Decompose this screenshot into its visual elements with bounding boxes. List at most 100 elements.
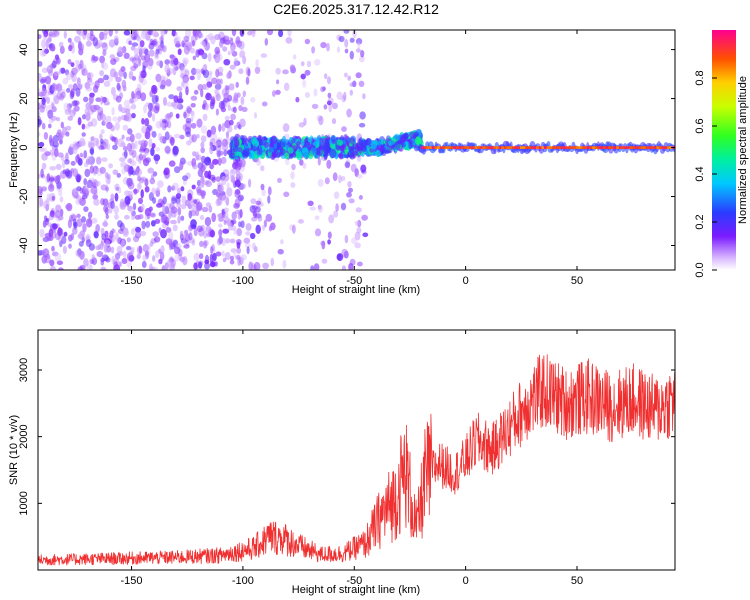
spectrogram-cell xyxy=(146,124,152,131)
spectrogram-cell xyxy=(142,244,149,253)
spectrogram-cell xyxy=(86,112,90,122)
spectrogram-cell xyxy=(158,248,162,254)
spectrogram-cell xyxy=(62,245,67,254)
spectrogram-cell xyxy=(162,196,167,205)
spectrogram-cell xyxy=(78,63,83,70)
spectrogram-cell xyxy=(100,42,108,48)
spectrogram-cell xyxy=(230,45,235,55)
spectrogram-cell xyxy=(141,260,147,269)
spectrogram-cell xyxy=(183,233,188,241)
spectrogram-cell xyxy=(58,190,63,197)
spectrogram-cell xyxy=(39,147,45,152)
spectrogram-cell xyxy=(209,162,214,170)
spectrogram-cell xyxy=(234,179,241,188)
spectrogram-cell xyxy=(155,250,160,259)
spectrogram-cell xyxy=(180,66,187,76)
spectrogram-cell xyxy=(227,225,233,231)
spectrogram-cell xyxy=(343,153,350,159)
spectrogram-cell xyxy=(190,219,197,228)
spectrogram-cell xyxy=(304,69,311,76)
spectrogram-cell xyxy=(252,210,257,219)
spectrogram-cell xyxy=(223,220,227,225)
spectrogram-cell xyxy=(70,160,76,166)
spectrogram-cell xyxy=(186,105,192,113)
spectrogram-cell xyxy=(105,214,110,220)
spectrogram-cell xyxy=(120,142,126,147)
spectrogram-cell xyxy=(106,143,111,151)
spectrogram-cell xyxy=(128,40,132,46)
spectrogram-cell xyxy=(202,240,208,249)
spectrogram-cell xyxy=(117,138,124,148)
spectrogram-cell xyxy=(228,152,235,159)
spectrogram-cell xyxy=(586,146,590,149)
spectrogram-cell xyxy=(192,164,198,170)
spectrogram-cell xyxy=(140,189,144,199)
spectrogram-cell xyxy=(130,65,137,72)
spectrogram-cell xyxy=(89,188,95,194)
spectrogram-cell xyxy=(97,77,105,84)
spectrogram-cell xyxy=(278,30,284,38)
spectrogram-cell xyxy=(357,261,363,267)
spectrogram-cell xyxy=(84,168,91,178)
spectrogram-cell xyxy=(221,123,226,132)
spectrogram-cell xyxy=(260,183,265,191)
spectrogram-cell xyxy=(131,91,135,99)
spectrogram-cell xyxy=(225,196,230,206)
spectrogram-cell xyxy=(159,135,166,144)
spectrogram-cell xyxy=(49,134,53,143)
spectrogram-cell xyxy=(130,103,137,110)
spectrogram-x-axis-label: Height of straight line (km) xyxy=(292,284,420,296)
spectrogram-cell xyxy=(121,134,125,140)
spectrogram-cell xyxy=(355,207,362,213)
spectrogram-cell xyxy=(179,161,184,170)
spectrogram-cell xyxy=(57,129,62,135)
spectrogram-cell xyxy=(141,203,145,212)
spectrogram-cell xyxy=(208,32,214,41)
spectrogram-cell xyxy=(106,115,112,124)
spectrogram-cell xyxy=(261,188,266,197)
spectrogram-cell xyxy=(177,48,182,56)
spectrogram-cell xyxy=(102,30,109,36)
spectrogram-cell xyxy=(179,256,186,263)
spectrogram-cell xyxy=(87,77,93,83)
spectrogram-cell xyxy=(39,198,44,207)
spectrogram-cell xyxy=(282,259,287,269)
spectrogram-cell xyxy=(176,86,183,92)
spectrogram-cell xyxy=(656,146,660,149)
spectrogram-cell xyxy=(111,255,115,265)
spectrogram-cell xyxy=(180,215,185,221)
spectrogram-cell xyxy=(163,167,170,176)
spectrogram-cell xyxy=(198,32,204,39)
spectrogram-cell xyxy=(463,146,467,149)
spectrogram-cell xyxy=(139,40,145,48)
spectrogram-cell xyxy=(52,251,59,257)
spectrogram-cell xyxy=(347,181,352,188)
spectrogram-cell xyxy=(165,227,172,233)
spectrogram-cell xyxy=(150,266,155,270)
spectrogram-cell xyxy=(439,146,443,149)
spectrogram-cell xyxy=(324,177,330,185)
spectrogram-cell xyxy=(131,30,138,39)
spectrogram-cell xyxy=(220,156,227,164)
spectrogram-cell xyxy=(63,30,67,39)
spectrogram-cell xyxy=(115,232,119,242)
spectrogram-cell xyxy=(131,113,136,119)
spectrogram-cell xyxy=(120,239,125,248)
spectrogram-cell xyxy=(300,138,305,147)
spectrogram-cell xyxy=(149,241,154,247)
spectrogram-cell xyxy=(260,53,268,58)
spectrogram-cell xyxy=(238,105,243,112)
spectrogram-cell xyxy=(290,182,296,188)
spectrogram-cell xyxy=(200,88,204,98)
spectrogram-cell xyxy=(247,30,253,36)
spectrogram-cell xyxy=(332,172,338,182)
spectrogram-cell xyxy=(115,30,119,35)
colorbar-tick-label: 0.4 xyxy=(694,166,706,181)
spectrogram-cell xyxy=(240,254,247,261)
spectrogram-cell xyxy=(137,206,144,213)
spectrogram-cell xyxy=(39,198,44,207)
spectrogram-cell xyxy=(199,214,205,221)
spectrogram-cell xyxy=(56,91,63,100)
spectrogram-cell xyxy=(538,146,542,149)
spectrogram-cell xyxy=(172,224,178,232)
